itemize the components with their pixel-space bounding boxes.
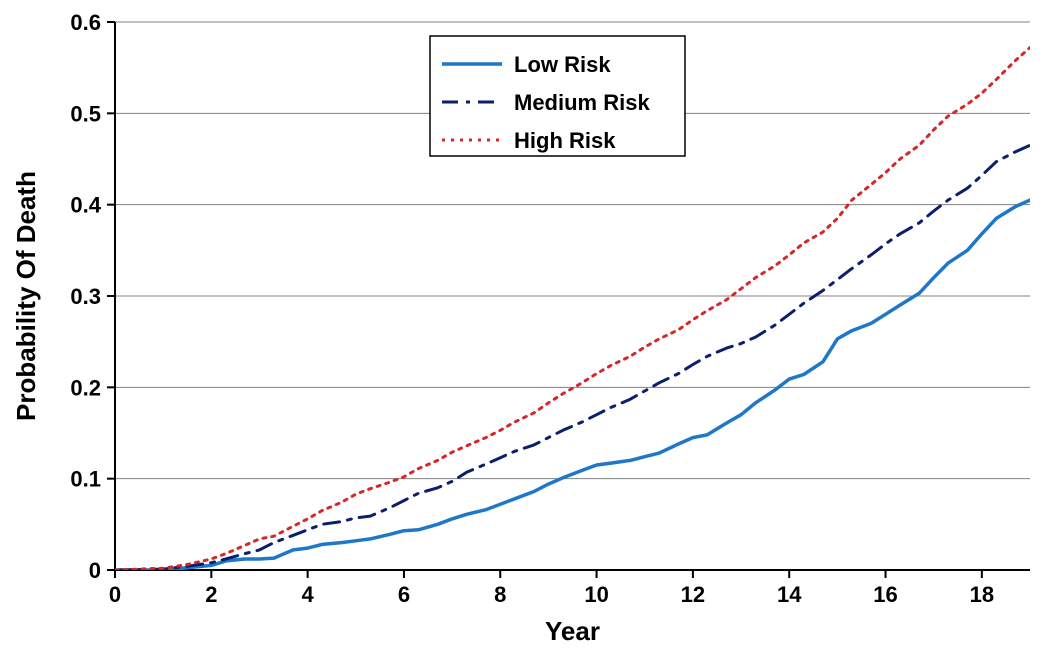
chart-container: 0 0.1 0.2 0.3 0.4 0.5 0.6 0 2 4 6 8 10 12 14 16 18 Year Pr… [0, 0, 1050, 662]
legend-label-medium: Medium Risk [514, 90, 650, 115]
x-tick-label: 16 [873, 582, 897, 607]
x-tick-label: 2 [205, 582, 217, 607]
x-tick-label: 18 [970, 582, 994, 607]
x-tick-label: 6 [398, 582, 410, 607]
x-tick-label: 12 [681, 582, 705, 607]
y-tick-label: 0.3 [70, 284, 101, 309]
y-tick-label: 0.5 [70, 101, 101, 126]
y-tick-label: 0.2 [70, 375, 101, 400]
x-tick-label: 4 [302, 582, 315, 607]
legend-label-high: High Risk [514, 128, 616, 153]
y-tick-label: 0.1 [70, 467, 101, 492]
x-tick-label: 8 [494, 582, 506, 607]
risk-chart-svg: 0 0.1 0.2 0.3 0.4 0.5 0.6 0 2 4 6 8 10 12 14 16 18 Year Pr… [0, 0, 1050, 662]
y-axis-label: Probability Of Death [11, 171, 41, 421]
y-tick-label: 0 [89, 558, 101, 583]
x-tick-label: 14 [777, 582, 802, 607]
y-tick-label: 0.6 [70, 10, 101, 35]
legend-label-low: Low Risk [514, 52, 611, 77]
x-tick-label: 10 [584, 582, 608, 607]
y-tick-label: 0.4 [70, 193, 101, 218]
x-tick-label: 0 [109, 582, 121, 607]
x-axis-label: Year [545, 616, 600, 646]
